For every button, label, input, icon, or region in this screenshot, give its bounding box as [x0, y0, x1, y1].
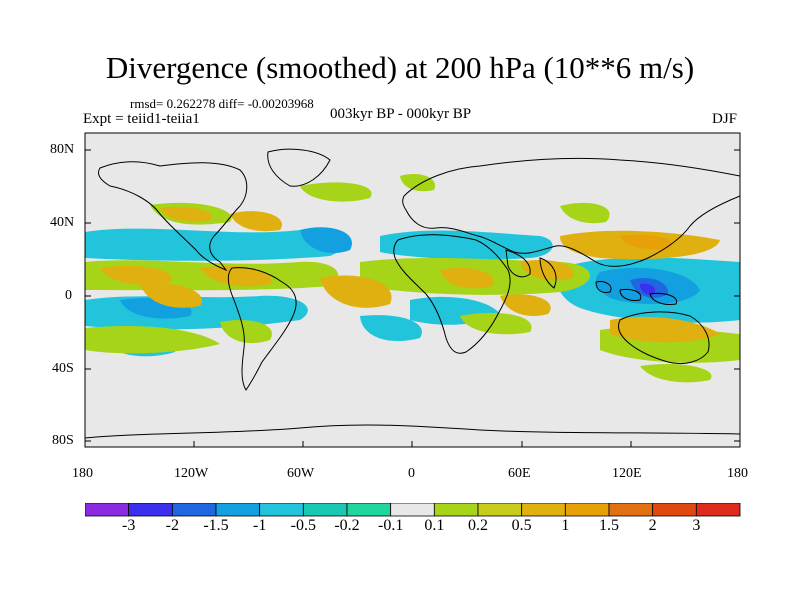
colorbar-box-13 — [652, 503, 697, 517]
colorbar-label-8: 0.2 — [468, 517, 488, 534]
experiment-label: Expt = teiid1-teiia1 — [83, 111, 200, 127]
colorbar-label-12: 2 — [648, 517, 657, 534]
lon-label-0: 0 — [408, 466, 415, 481]
colorbar-label-10: 1 — [561, 517, 570, 534]
colorbar-box-11 — [564, 503, 610, 517]
eurasia-coast — [402, 157, 741, 267]
colorbar-box-2 — [171, 503, 217, 517]
colorbar-label-3: -1 — [252, 517, 267, 534]
south-america-coast — [227, 267, 297, 391]
colorbar-label-9: 0.5 — [511, 517, 532, 534]
lat-label-80s: 80S — [52, 433, 74, 448]
australia-coast — [617, 311, 710, 365]
lon-label-120w: 120W — [174, 466, 209, 481]
lon-label-180w: 180 — [72, 466, 93, 481]
indonesia-coast — [595, 281, 678, 305]
colorbar-box-12 — [608, 503, 654, 517]
colorbar-box-1 — [128, 503, 173, 517]
axis-ticks — [84, 149, 741, 447]
colorbar-label-2: -1.5 — [203, 517, 229, 534]
colorbar-box-6 — [346, 503, 392, 517]
colorbar-box-10 — [521, 503, 566, 517]
lon-label-60w: 60W — [287, 466, 315, 481]
lat-label-40n: 40N — [50, 215, 75, 230]
colorbar-box-8 — [433, 503, 479, 517]
colorbar-label-1: -2 — [165, 517, 179, 534]
stats-line: rmsd= 0.262278 diff= -0.00203968 — [130, 96, 314, 111]
season-label: DJF — [712, 111, 738, 127]
lon-label-180e: 180 — [727, 466, 748, 481]
coastlines — [84, 148, 741, 439]
colorbar-box-3 — [215, 503, 261, 517]
lat-label-40s: 40S — [52, 361, 74, 376]
lon-label-60e: 60E — [508, 466, 531, 481]
colorbar — [85, 503, 741, 517]
colorbar-label-11: 1.5 — [599, 517, 619, 534]
map-title: Divergence (smoothed) at 200 hPa (10**6 … — [105, 50, 695, 85]
lat-label-80n: 80N — [50, 142, 75, 157]
colorbar-label-0: -3 — [121, 517, 136, 534]
colorbar-box-5 — [302, 503, 348, 517]
antarctica-coast — [84, 424, 741, 439]
greenland-coast — [267, 148, 331, 187]
colorbar-label-6: -0.1 — [377, 517, 404, 534]
colorbar-label-13: 3 — [692, 517, 701, 534]
lat-label-0: 0 — [65, 288, 72, 303]
colorbar-box-14 — [695, 503, 741, 517]
colorbar-box-9 — [477, 503, 523, 517]
south-asia-coast — [505, 249, 557, 289]
colorbar-box-7 — [390, 503, 435, 517]
colorbar-label-5: -0.2 — [334, 517, 360, 534]
colorbar-box-0 — [85, 503, 130, 517]
period-label: 003kyr BP - 000kyr BP — [330, 106, 472, 122]
colorbar-label-7: 0.1 — [424, 517, 445, 534]
lon-label-120e: 120E — [612, 466, 642, 481]
africa-coast — [393, 234, 511, 354]
colorbar-label-4: -0.5 — [290, 517, 316, 534]
north-america-coast — [97, 161, 248, 272]
colorbar-box-4 — [259, 503, 304, 517]
